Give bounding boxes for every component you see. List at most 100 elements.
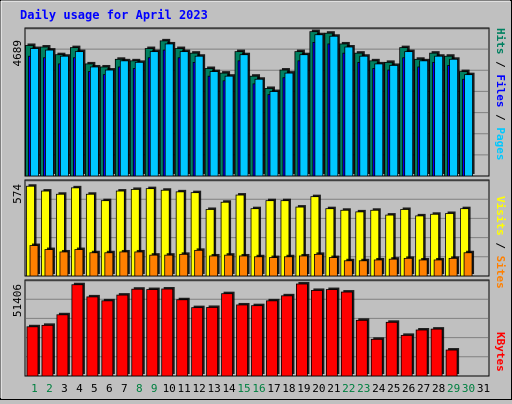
day-label: 3 bbox=[61, 382, 68, 395]
visits-legend: Visits / Sites bbox=[494, 196, 507, 289]
pages-bar bbox=[209, 71, 219, 177]
legend-pages: Pages bbox=[494, 127, 507, 160]
pages-bar bbox=[149, 51, 159, 177]
sites-bar bbox=[254, 256, 263, 277]
day-labels: 1 2 3 4 5 6 7 8 9 10 11 12 13 14 15 16 17 18 19 20 21 22 23 24 2… bbox=[31, 382, 490, 395]
pages-bar bbox=[104, 69, 114, 177]
pages-bar bbox=[164, 43, 174, 177]
pages-bar bbox=[45, 49, 54, 177]
pages-bar bbox=[179, 51, 189, 177]
kbytes-panel bbox=[24, 279, 490, 377]
sites-bar bbox=[358, 260, 368, 277]
pages-bar bbox=[239, 54, 249, 177]
kbytes-bar bbox=[26, 326, 39, 377]
sites-bar bbox=[44, 249, 54, 277]
kbytes-bar bbox=[445, 349, 458, 377]
day-label: 5 bbox=[91, 382, 98, 395]
pages-bar bbox=[314, 34, 324, 177]
kbytes-bar bbox=[251, 305, 263, 377]
day-label: 2 bbox=[46, 382, 53, 395]
pages-bar bbox=[299, 54, 309, 177]
visits-ymax-label: 574 bbox=[11, 184, 24, 204]
hits-legend: Hits / Files / Pages bbox=[494, 28, 507, 161]
legend-kbytes: KBytes bbox=[494, 332, 507, 372]
kbytes-bar bbox=[191, 307, 204, 377]
sites-bar bbox=[463, 252, 473, 277]
pages-bar bbox=[464, 74, 473, 177]
sites-bar bbox=[299, 255, 308, 277]
day-label: 23 bbox=[357, 382, 370, 395]
sites-bar bbox=[29, 245, 39, 277]
pages-bar bbox=[194, 55, 204, 177]
day-label: 18 bbox=[282, 382, 295, 395]
pages-bar bbox=[224, 75, 234, 177]
sites-bar bbox=[89, 252, 99, 277]
sites-bar bbox=[388, 258, 398, 277]
pages-bar bbox=[60, 55, 69, 177]
kbytes-bar bbox=[86, 296, 99, 377]
kbytes-ymax-label: 51406 bbox=[11, 284, 24, 317]
day-label: 16 bbox=[252, 382, 265, 395]
kbytes-bar bbox=[430, 328, 443, 377]
day-label: 1 bbox=[31, 382, 38, 395]
day-label: 30 bbox=[462, 382, 475, 395]
pages-bar bbox=[359, 55, 369, 177]
sites-bar bbox=[179, 253, 189, 277]
sites-bar bbox=[164, 254, 174, 277]
day-label: 10 bbox=[163, 382, 176, 395]
legend-hits: Hits bbox=[494, 28, 507, 55]
day-label: 20 bbox=[312, 382, 325, 395]
sites-bar bbox=[373, 259, 383, 277]
day-label: 17 bbox=[267, 382, 280, 395]
kbytes-bar bbox=[266, 300, 278, 377]
kbytes-bar bbox=[400, 334, 413, 377]
svg-text:Visits / Sites: Visits / Sites bbox=[494, 196, 507, 289]
pages-bar bbox=[119, 60, 129, 177]
sites-visits-panel bbox=[24, 179, 490, 277]
day-label: 15 bbox=[237, 382, 250, 395]
kbytes-bar bbox=[236, 304, 248, 377]
day-label: 25 bbox=[387, 382, 400, 395]
hits-files-pages-panel bbox=[24, 27, 490, 177]
day-label: 11 bbox=[178, 382, 191, 395]
sites-bar bbox=[433, 259, 443, 277]
kbytes-bar bbox=[385, 321, 398, 377]
sites-bar bbox=[119, 251, 129, 277]
pages-bar bbox=[404, 51, 414, 177]
kbytes-bar bbox=[176, 299, 189, 377]
kbytes-bar bbox=[161, 288, 174, 377]
pages-bar bbox=[344, 46, 354, 177]
day-label: 24 bbox=[372, 382, 386, 395]
kbytes-bar bbox=[325, 289, 338, 377]
sites-bar bbox=[403, 257, 413, 277]
day-label: 21 bbox=[327, 382, 340, 395]
chart-title: Daily usage for April 2023 bbox=[20, 8, 208, 22]
sites-bar bbox=[224, 254, 233, 277]
kbytes-bar bbox=[281, 295, 293, 377]
hits-ymax-label: 4689 bbox=[11, 40, 24, 67]
legend-sites: Sites bbox=[494, 256, 507, 289]
day-label: 19 bbox=[297, 382, 310, 395]
day-label: 4 bbox=[76, 382, 83, 395]
sites-bar bbox=[448, 257, 458, 277]
day-label: 22 bbox=[342, 382, 355, 395]
day-label: 7 bbox=[121, 382, 128, 395]
pages-bar bbox=[374, 63, 384, 177]
kbytes-bar bbox=[221, 293, 233, 377]
pages-bar bbox=[30, 48, 39, 177]
kbytes-bar bbox=[296, 283, 308, 377]
pages-bar bbox=[75, 51, 84, 177]
kbytes-bar bbox=[116, 294, 129, 377]
pages-bar bbox=[389, 65, 399, 177]
sites-bar bbox=[269, 257, 278, 277]
pages-bar bbox=[254, 78, 264, 177]
kbytes-bar bbox=[206, 307, 219, 377]
sites-bar bbox=[59, 251, 69, 277]
pages-bar bbox=[284, 72, 294, 177]
sites-bar bbox=[149, 254, 159, 277]
kbytes-bar bbox=[41, 324, 54, 377]
sites-bar bbox=[328, 257, 338, 277]
day-label: 6 bbox=[106, 382, 113, 395]
